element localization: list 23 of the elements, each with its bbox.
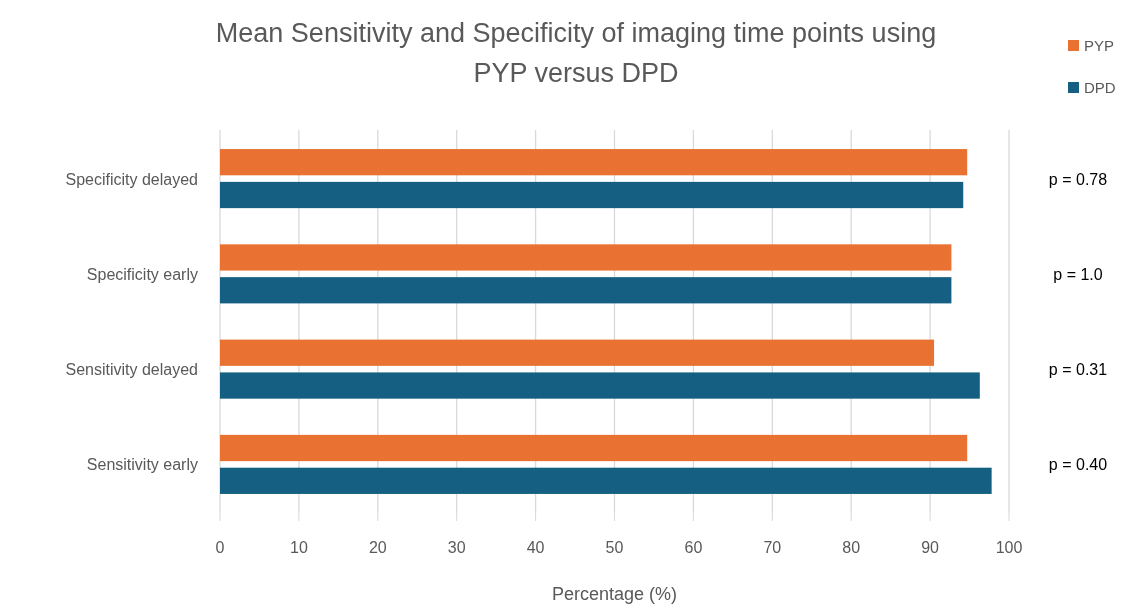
text: p = 0.40 — [1048, 456, 1108, 474]
legend-label: PYP — [1084, 37, 1115, 54]
x-tick-label: 10 — [290, 539, 308, 556]
x-tick-label: 70 — [763, 539, 782, 556]
chart-title: Mean Sensitivity and Specificity of imaging time points using PYP versus DPD — [215, 18, 937, 88]
text: p = 0.78 — [1048, 170, 1108, 188]
x-tick-label: 40 — [526, 539, 545, 556]
x-tick-label: 100 — [995, 539, 1023, 556]
y-tick-label: Specificity early — [86, 265, 198, 283]
x-axis-title: Percentage (%) — [551, 584, 678, 604]
y-tick-label: Sensitivity delayed — [65, 361, 198, 379]
legend-label: DPD — [1084, 79, 1116, 96]
x-tick-label: 60 — [684, 539, 703, 556]
x-tick-label: 80 — [842, 539, 861, 556]
x-tick-label: 0 — [215, 539, 225, 556]
x-tick-label: 30 — [447, 539, 466, 556]
text: p = 0.31 — [1048, 361, 1108, 379]
x-tick-label: 90 — [921, 539, 940, 556]
text: p = 1.0 — [1053, 265, 1103, 283]
y-tick-label: Specificity delayed — [65, 170, 198, 188]
x-tick-label: 50 — [605, 539, 624, 556]
y-tick-label: Sensitivity early — [86, 456, 198, 474]
x-tick-label: 20 — [368, 539, 387, 556]
